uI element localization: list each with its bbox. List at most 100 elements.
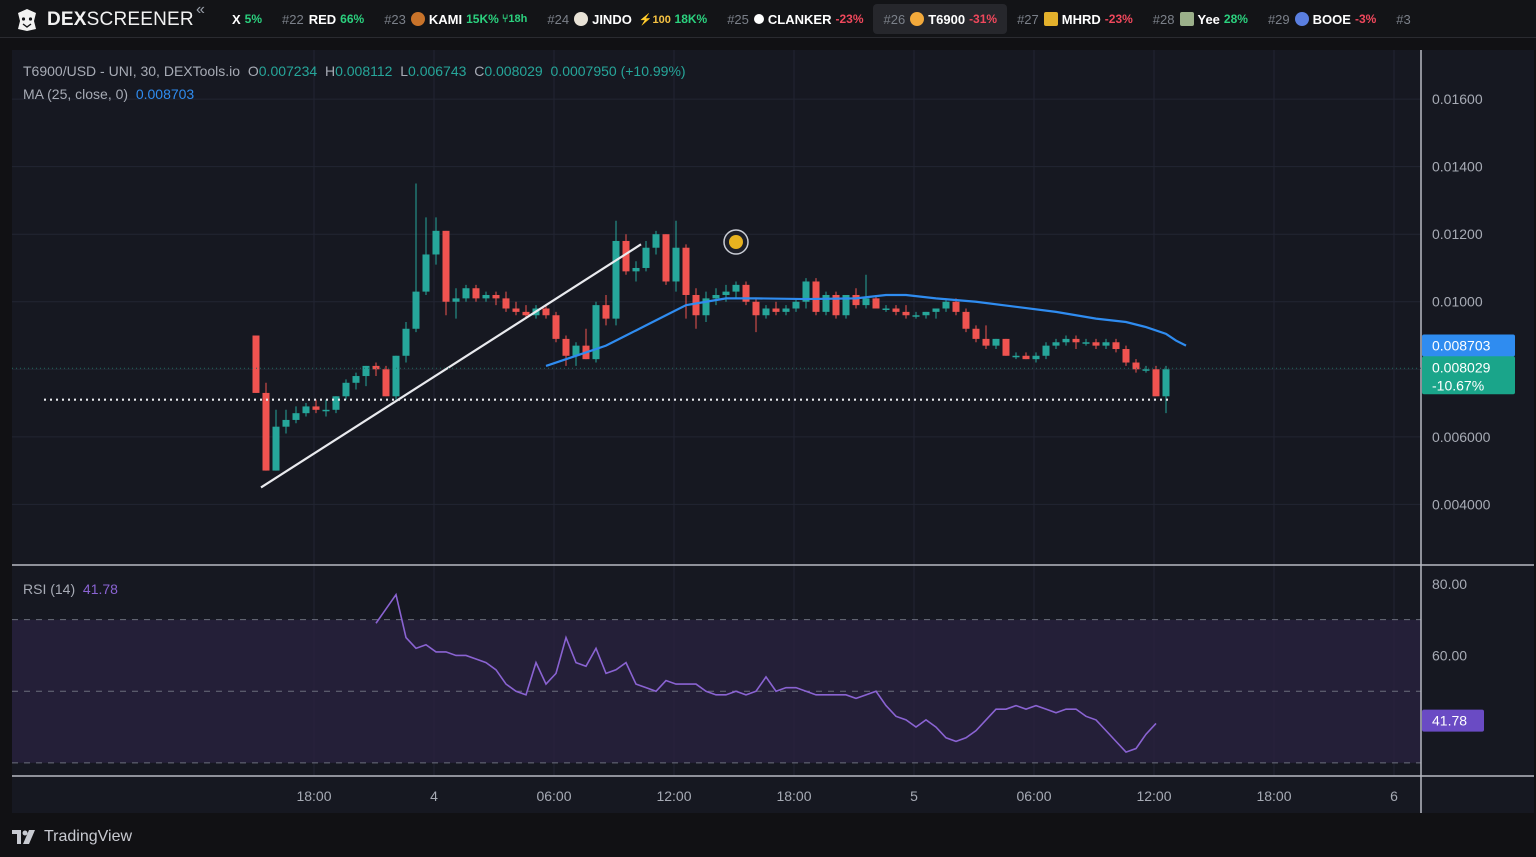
time-tick-label: 06:00 <box>1016 788 1051 804</box>
candle-up <box>402 328 410 356</box>
brand-name: DEXSCREENER <box>47 9 194 30</box>
ticker-item[interactable]: #24 JINDO ⚡100 18K% <box>547 11 708 27</box>
candle-down <box>442 230 450 302</box>
candle-down <box>602 305 610 319</box>
candle-up <box>1052 342 1060 346</box>
candle-up <box>862 298 870 306</box>
price-tick-label: 0.004000 <box>1432 496 1491 512</box>
candle-up <box>432 230 440 255</box>
candle-up <box>822 294 830 312</box>
pair-label: T6900/USD - UNI, 30, DEXTools.io <box>23 63 241 79</box>
candle-down <box>522 311 530 316</box>
candle-down <box>682 247 690 295</box>
tradingview-logo[interactable]: TradingView <box>12 828 132 846</box>
chart-panel[interactable]: 80.00 60.00 41.78 0.01600 0.01400 0.01200 0.0… <box>12 50 1534 813</box>
candle-up <box>392 355 400 397</box>
token-icon <box>1179 12 1194 26</box>
token-icon <box>410 12 425 26</box>
price-tick-label: 0.01600 <box>1432 91 1483 107</box>
candles <box>252 183 1170 471</box>
candle-up <box>992 338 1000 346</box>
candle-up <box>322 409 330 412</box>
ticker-item[interactable]: #23 KAMI 15K% ⑂18h <box>384 11 528 27</box>
candle-down <box>262 392 270 471</box>
candle-up <box>482 294 490 299</box>
ticker-item[interactable]: #27 MHRD -23% <box>1017 11 1133 27</box>
ohlc-legend: T6900/USD - UNI, 30, DEXTools.io O0.0072… <box>23 63 686 79</box>
price-tick-label: 0.006000 <box>1432 429 1491 445</box>
token-icon <box>910 12 925 26</box>
brand[interactable]: DEXSCREENER <box>14 8 194 32</box>
candle-up <box>1062 338 1070 343</box>
time-tick-label: 6 <box>1390 788 1398 804</box>
candle-up <box>712 294 720 299</box>
gear-token-icon <box>753 14 764 24</box>
candle-down <box>552 315 560 339</box>
candle-down <box>812 281 820 312</box>
rsi-tick-label: 80.00 <box>1432 576 1467 592</box>
candle-down <box>692 294 700 316</box>
moving-average-line <box>545 293 1187 367</box>
last-price-badge <box>1422 356 1515 395</box>
time-tick-label: 5 <box>910 788 918 804</box>
candle-up <box>702 298 710 316</box>
trend-line-drawing <box>260 243 642 489</box>
candle-up <box>452 298 460 302</box>
candle-up <box>642 247 650 268</box>
candle-up <box>362 365 370 377</box>
candle-down <box>1002 338 1010 356</box>
ticker-item-active[interactable]: #26 T6900 -31% <box>873 4 1008 34</box>
time-tick-label: 18:00 <box>776 788 811 804</box>
candle-up <box>842 294 850 316</box>
time-tick-label: 4 <box>430 788 438 804</box>
candle-down <box>622 240 630 272</box>
candle-down <box>1152 369 1160 397</box>
candle-up <box>612 240 620 319</box>
candle-up <box>792 301 800 309</box>
candle-up <box>1012 355 1020 358</box>
candle-up <box>1032 355 1040 360</box>
ticker-item[interactable]: #22 RED 66% <box>282 11 365 27</box>
dexscreener-logo-icon <box>18 9 36 31</box>
candle-down <box>372 365 380 370</box>
candle-up <box>942 301 950 309</box>
candle-up <box>272 426 280 471</box>
candle-down <box>1122 349 1130 363</box>
candle-up <box>672 247 680 282</box>
age-badge: ⑂18h <box>501 13 528 25</box>
candle-up <box>462 288 470 299</box>
candle-down <box>662 234 670 282</box>
candle-up <box>1082 342 1090 344</box>
candle-up <box>1162 369 1170 397</box>
ticker-item[interactable]: #25 CLANKER -23% <box>727 11 864 27</box>
rsi-line <box>375 592 1157 754</box>
candle-up <box>722 291 730 295</box>
candle-down <box>1112 342 1120 350</box>
candle-down <box>502 298 510 309</box>
top-bar: DEXSCREENER « X 5% #22 RED 66% #23 KAMI 15K% ⑂… <box>0 0 1536 38</box>
price-tick-label: 0.01200 <box>1432 226 1483 242</box>
rsi-value-badge-text: 41.78 <box>1432 713 1467 729</box>
ticker-item[interactable]: #3 <box>1396 11 1411 27</box>
overlays <box>44 229 1187 489</box>
boost-badge: ⚡100 <box>638 13 671 26</box>
candle-up <box>922 311 930 316</box>
trending-ticker: X 5% #22 RED 66% #23 KAMI 15K% ⑂18h #24 JINDO ⚡1… <box>222 0 1426 37</box>
time-tick-label: 18:00 <box>1256 788 1291 804</box>
price-tick-label: 0.01000 <box>1432 294 1483 310</box>
ticker-item[interactable]: X 5% <box>232 11 263 27</box>
candle-up <box>282 419 290 427</box>
candle-up <box>782 308 790 312</box>
candle-down <box>1092 342 1100 346</box>
rsi-value-badge <box>1422 709 1484 732</box>
time-tick-label: 06:00 <box>536 788 571 804</box>
ticker-item[interactable]: #29 BOOE -3% <box>1267 11 1377 27</box>
collapse-sidebar-icon[interactable]: « <box>196 1 205 18</box>
candle-up <box>302 406 310 414</box>
ma-legend: MA (25, close, 0) 0.008703 <box>23 86 195 102</box>
candle-up <box>1142 369 1150 371</box>
ticker-item[interactable]: #28 Yee 28% <box>1152 11 1248 27</box>
time-tick-label: 12:00 <box>1136 788 1171 804</box>
candle-down <box>562 338 570 356</box>
